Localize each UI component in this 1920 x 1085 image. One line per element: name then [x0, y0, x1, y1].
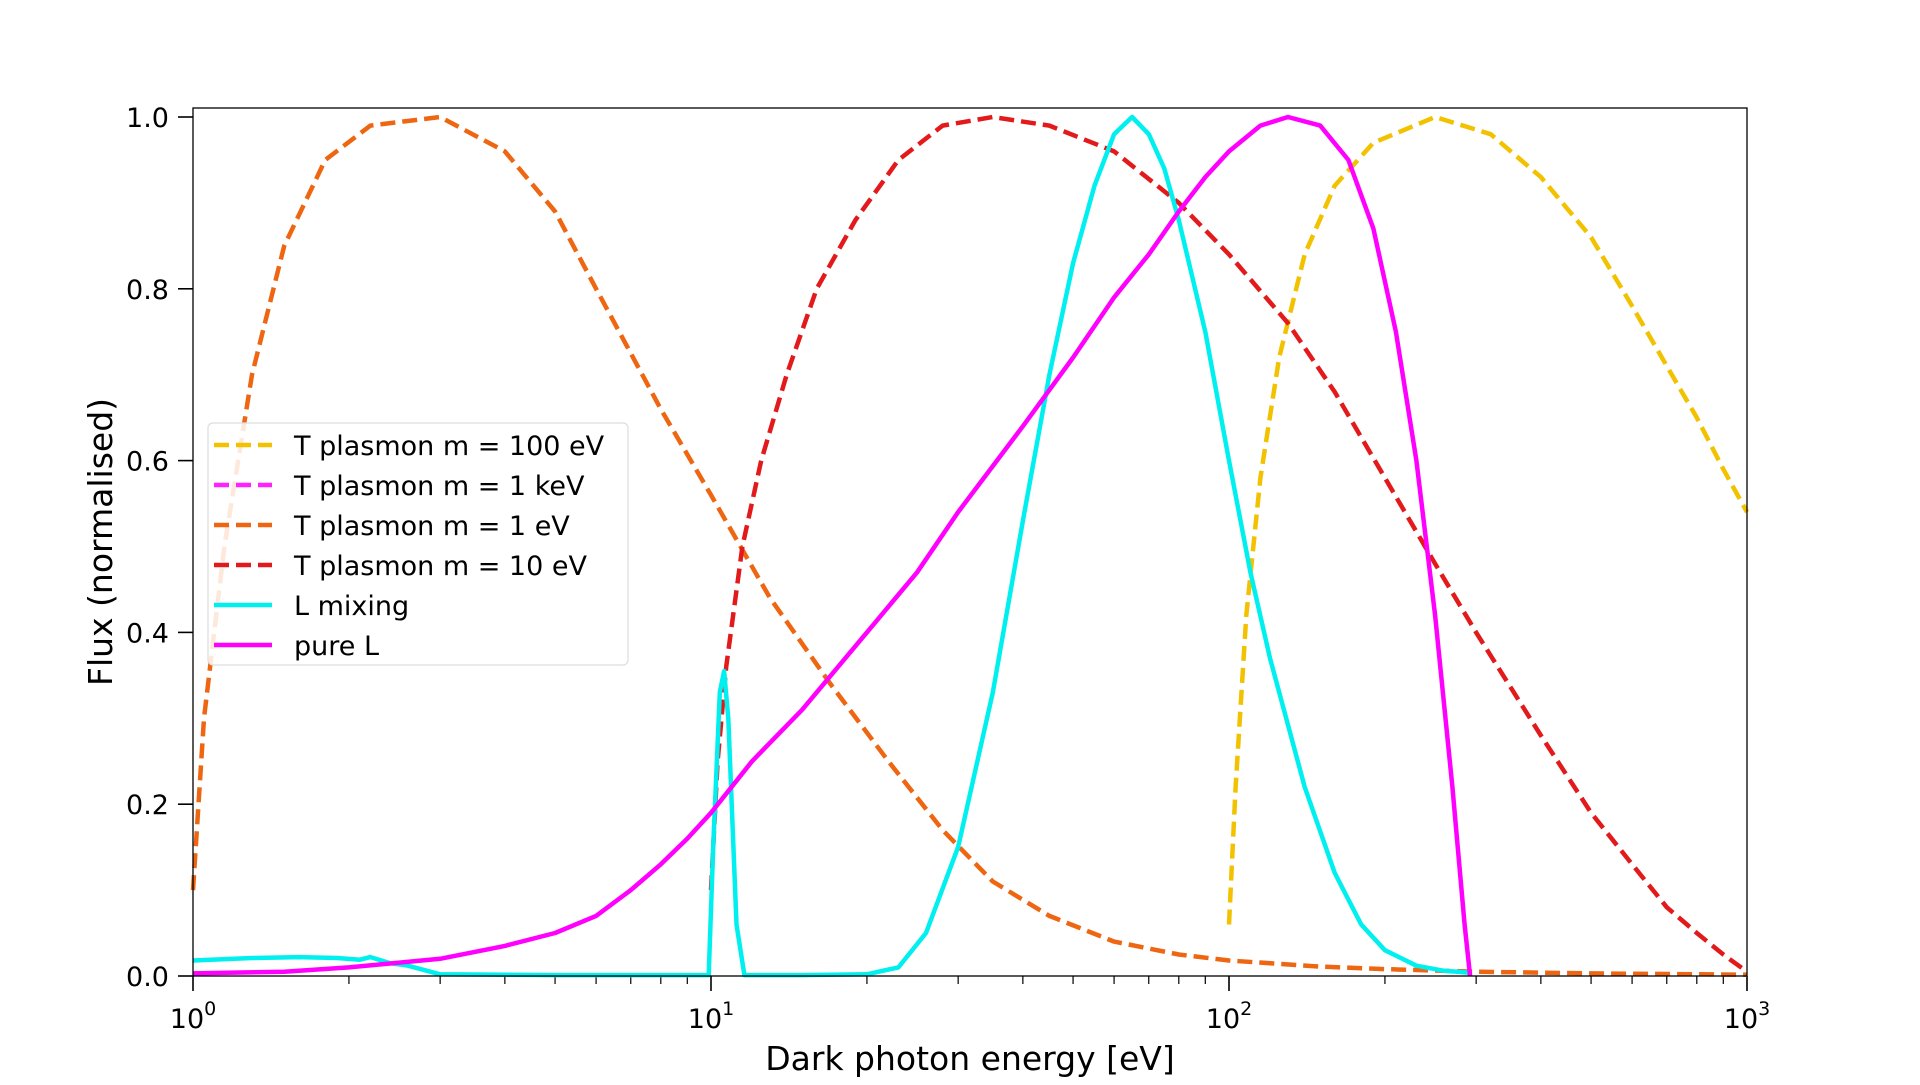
series-line — [192, 114, 1469, 978]
y-axis-ticks: 0.0 0.2 0.4 0.6 0.8 1.0 — [126, 103, 193, 993]
y-tick-label: 0.0 — [126, 962, 169, 993]
legend-box — [207, 422, 629, 666]
series-line — [708, 114, 1749, 974]
legend: T plasmon m = 100 eV T plasmon m = 1 keV T… — [207, 422, 629, 666]
x-tick-label: 103 — [1724, 998, 1770, 1035]
series-line — [192, 114, 1473, 977]
y-axis-label: Flux (normalised) — [81, 398, 120, 686]
series-layer — [190, 114, 1749, 978]
y-tick-label: 0.6 — [126, 447, 169, 478]
legend-entry-label: T plasmon m = 1 eV — [293, 511, 570, 542]
x-tick-label: 100 — [170, 998, 216, 1035]
y-tick-label: 0.4 — [126, 618, 169, 649]
plot-area-frame — [192, 107, 1748, 977]
y-tick-label: 1.0 — [126, 103, 169, 134]
legend-entry-label: T plasmon m = 100 eV — [293, 431, 605, 462]
x-axis-label: Dark photon energy [eV] — [765, 1039, 1175, 1078]
y-tick-label: 0.2 — [126, 790, 169, 821]
x-tick-label: 101 — [688, 998, 734, 1035]
legend-entry-label: T plasmon m = 10 eV — [293, 551, 587, 582]
series-line — [1226, 114, 1749, 925]
legend-entry-label: L mixing — [294, 591, 409, 622]
x-tick-label: 102 — [1206, 998, 1252, 1035]
legend-entry-label: pure L — [294, 631, 379, 662]
legend-entry-label: T plasmon m = 1 keV — [293, 471, 585, 502]
x-axis-ticks: 100 101 102 103 — [170, 976, 1770, 1035]
y-tick-label: 0.8 — [126, 275, 169, 306]
series-line — [190, 114, 1748, 977]
